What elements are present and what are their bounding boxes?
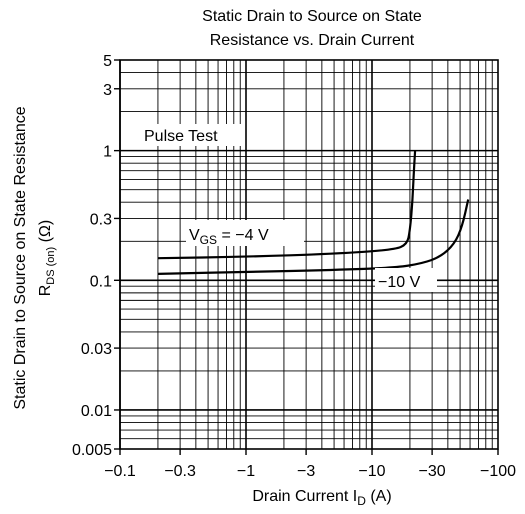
x-tick-label: −100 [480,463,516,480]
x-tick-label: −30 [419,463,446,480]
series-label-backing-2 [375,268,437,292]
series-label-2: −10 V [378,274,421,291]
annotation-backing [141,124,245,146]
y-axis-label-sub: DS (on) [45,247,57,285]
y-axis-label-main: R [37,285,54,297]
x-axis-label-main: Drain Current I [252,488,357,505]
label-layer: −0.1 −0.3 −1 −3 −10 −30 −100 0.005 0.01 0.03 0.1 0.… [72,53,516,480]
chart-title-line-2: Resistance vs. Drain Current [210,32,415,49]
chart-title-line-1: Static Drain to Source on State [202,8,422,25]
y-axis-label-line-1: Static Drain to Source on State Resistan… [12,106,29,409]
x-axis-label-sub: D [357,494,366,508]
x-tick-label: −1 [237,463,255,480]
series-label-1: VGS = −4 V [189,227,269,247]
y-tick-label: 0.01 [81,403,112,420]
x-tick-label: −10 [358,463,385,480]
x-tick-label: −0.1 [104,463,136,480]
plot-frame [119,59,499,450]
y-tick-label: 0.005 [72,442,112,459]
series-line-1 [157,150,417,260]
y-axis-label-line-2: RDS (on) (Ω) [37,220,57,297]
x-axis-label: Drain Current ID (A) [252,488,391,508]
y-tick-label: 0.3 [90,211,112,228]
x-tick-label: −0.3 [164,463,196,480]
y-tick-label: 3 [103,82,112,99]
series-label-backing-1 [186,220,304,246]
x-axis-label-unit: (A) [366,488,392,505]
y-tick-label: 0.1 [90,273,112,290]
y-tick-label: 5 [103,53,112,70]
series-layer [157,150,470,275]
annotation-pulse-test: Pulse Test [144,128,218,145]
series-line-2 [157,199,470,275]
y-axis-label-unit: (Ω) [37,220,54,247]
x-tick-label: −3 [297,463,315,480]
y-tick-label: 1 [103,144,112,161]
y-tick-label: 0.03 [81,341,112,358]
